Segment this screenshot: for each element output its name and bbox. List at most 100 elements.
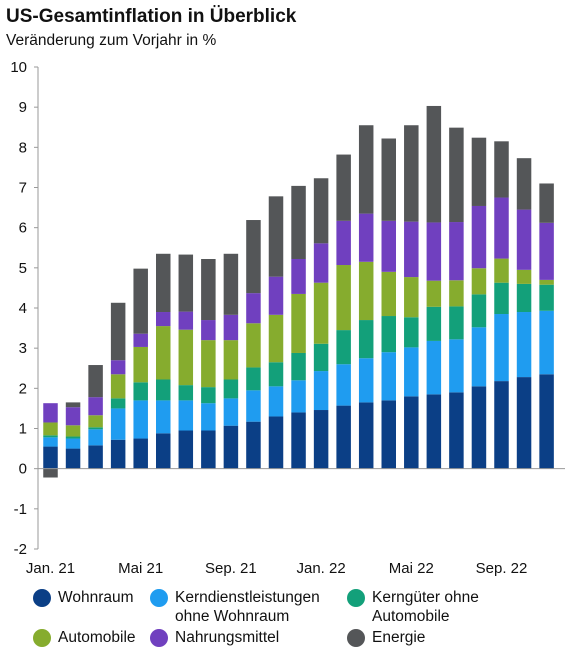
bar-segment-nahrung bbox=[404, 221, 419, 278]
y-tick-label: 9 bbox=[19, 99, 27, 116]
bar-segment-nahrung bbox=[110, 360, 126, 375]
bar-segment-automobile bbox=[65, 425, 81, 437]
bar-segment-kerngueter bbox=[426, 306, 442, 341]
bar-segment-energie bbox=[133, 268, 148, 334]
bar-segment-kerngueter bbox=[404, 317, 419, 348]
bar-segment-automobile bbox=[358, 261, 374, 321]
bar-segment-energie bbox=[471, 137, 487, 206]
bar-segment-energie bbox=[178, 254, 194, 312]
bar-segment-nahrung bbox=[156, 312, 171, 327]
bar-segment-kerndienst bbox=[291, 380, 306, 413]
bar-segment-wohnraum bbox=[43, 446, 58, 469]
bar-segment-kerndienst bbox=[471, 327, 487, 387]
bar-segment-wohnraum bbox=[268, 416, 284, 469]
bar-segment-kerndienst bbox=[156, 400, 171, 434]
bar-segment-kerngueter bbox=[178, 385, 194, 401]
bar-segment-kerndienst bbox=[539, 310, 554, 375]
bar-segment-energie bbox=[291, 185, 306, 259]
bar-segment-automobile bbox=[291, 293, 306, 353]
bar-segment-kerndienst bbox=[246, 390, 261, 422]
bar-segment-energie bbox=[336, 154, 351, 221]
bar-segment-kerndienst bbox=[358, 358, 374, 403]
bar-segment-wohnraum bbox=[516, 377, 532, 469]
bar-segment-energie bbox=[201, 259, 216, 321]
y-tick-label: 10 bbox=[10, 59, 27, 76]
y-tick-label: 3 bbox=[19, 340, 27, 357]
bar-segment-nahrung bbox=[516, 209, 532, 270]
bar-segment-kerndienst bbox=[404, 347, 419, 397]
bar-segment-energie bbox=[539, 183, 554, 223]
bar-segment-wohnraum bbox=[494, 381, 509, 469]
bar-segment-wohnraum bbox=[539, 374, 554, 469]
bar-segment-nahrung bbox=[246, 293, 261, 324]
y-tick-label: 1 bbox=[19, 421, 27, 438]
bar-segment-energie bbox=[313, 178, 329, 244]
bar-segment-kerndienst bbox=[223, 398, 239, 426]
y-tick-label: 2 bbox=[19, 380, 27, 397]
bar-segment-automobile bbox=[449, 280, 464, 307]
bar-segment-kerngueter bbox=[449, 306, 464, 340]
x-tick-label: Mai 22 bbox=[389, 560, 434, 577]
bar-segment-energie bbox=[65, 402, 81, 408]
bar-segment-kerngueter bbox=[381, 316, 396, 353]
bar-segment-nahrung bbox=[133, 333, 148, 347]
bar-segment-automobile bbox=[381, 271, 396, 317]
bar-segment-wohnraum bbox=[404, 396, 419, 469]
bar-segment-energie bbox=[494, 141, 509, 198]
bar-segment-wohnraum bbox=[156, 433, 171, 469]
y-tick-label: 8 bbox=[19, 139, 27, 156]
bar-segment-nahrung bbox=[539, 222, 554, 280]
bar-segment-automobile bbox=[110, 374, 126, 399]
bar-segment-kerngueter bbox=[336, 330, 351, 365]
bar-segment-kerngueter bbox=[313, 343, 329, 372]
bar-segment-automobile bbox=[313, 282, 329, 344]
bar-segment-automobile bbox=[336, 265, 351, 331]
bar-segment-kerndienst bbox=[516, 312, 532, 378]
bar-segment-energie bbox=[268, 196, 284, 277]
bar-segment-kerndienst bbox=[110, 408, 126, 440]
bar-segment-kerndienst bbox=[381, 352, 396, 401]
bar-segment-automobile bbox=[404, 277, 419, 318]
bar-segment-wohnraum bbox=[313, 410, 329, 469]
bar-segment-wohnraum bbox=[381, 400, 396, 469]
bar-segment-kerngueter bbox=[358, 320, 374, 359]
bar-segment-wohnraum bbox=[336, 405, 351, 469]
bar-segment-nahrung bbox=[178, 311, 194, 330]
bar-segment-automobile bbox=[268, 314, 284, 363]
bar-segment-automobile bbox=[88, 415, 103, 428]
bar-segment-energie bbox=[156, 253, 171, 313]
bar-segment-wohnraum bbox=[110, 439, 126, 469]
bar-segment-automobile bbox=[43, 422, 58, 436]
y-tick-label: 7 bbox=[19, 180, 27, 197]
bar-segment-kerngueter bbox=[133, 382, 148, 401]
bar-segment-energie bbox=[381, 138, 396, 221]
bar-segment-energie bbox=[516, 158, 532, 210]
bar-segment-automobile bbox=[471, 268, 487, 295]
bar-segment-kerndienst bbox=[336, 364, 351, 406]
chart-title: US-Gesamtinflation in Überblick bbox=[6, 6, 297, 27]
y-tick-label: 0 bbox=[19, 461, 27, 478]
bar-segment-kerndienst bbox=[88, 429, 103, 446]
bar-segment-wohnraum bbox=[65, 448, 81, 469]
bar-segment-nahrung bbox=[201, 320, 216, 341]
bar-segment-kerndienst bbox=[65, 438, 81, 449]
bar-segment-nahrung bbox=[426, 222, 442, 281]
bar-segment-kerngueter bbox=[291, 352, 306, 381]
bar-segment-nahrung bbox=[494, 197, 509, 259]
x-tick-label: Mai 21 bbox=[118, 560, 163, 577]
bar-segment-nahrung bbox=[291, 259, 306, 294]
bar-segment-energie bbox=[110, 302, 126, 361]
bar-segment-energie bbox=[223, 253, 239, 315]
y-tick-label: -1 bbox=[14, 501, 27, 518]
bar-segment-energie bbox=[43, 468, 58, 478]
bar-segment-automobile bbox=[246, 323, 261, 368]
bar-segment-wohnraum bbox=[426, 394, 442, 469]
bar-segment-kerndienst bbox=[133, 400, 148, 439]
bar-segment-wohnraum bbox=[358, 402, 374, 469]
bar-segment-nahrung bbox=[358, 213, 374, 262]
bar-segment-kerngueter bbox=[539, 284, 554, 311]
bar-segment-automobile bbox=[178, 329, 194, 386]
bar-segment-kerndienst bbox=[201, 403, 216, 431]
bar-segment-kerngueter bbox=[65, 436, 81, 439]
bar-segment-wohnraum bbox=[88, 445, 103, 469]
